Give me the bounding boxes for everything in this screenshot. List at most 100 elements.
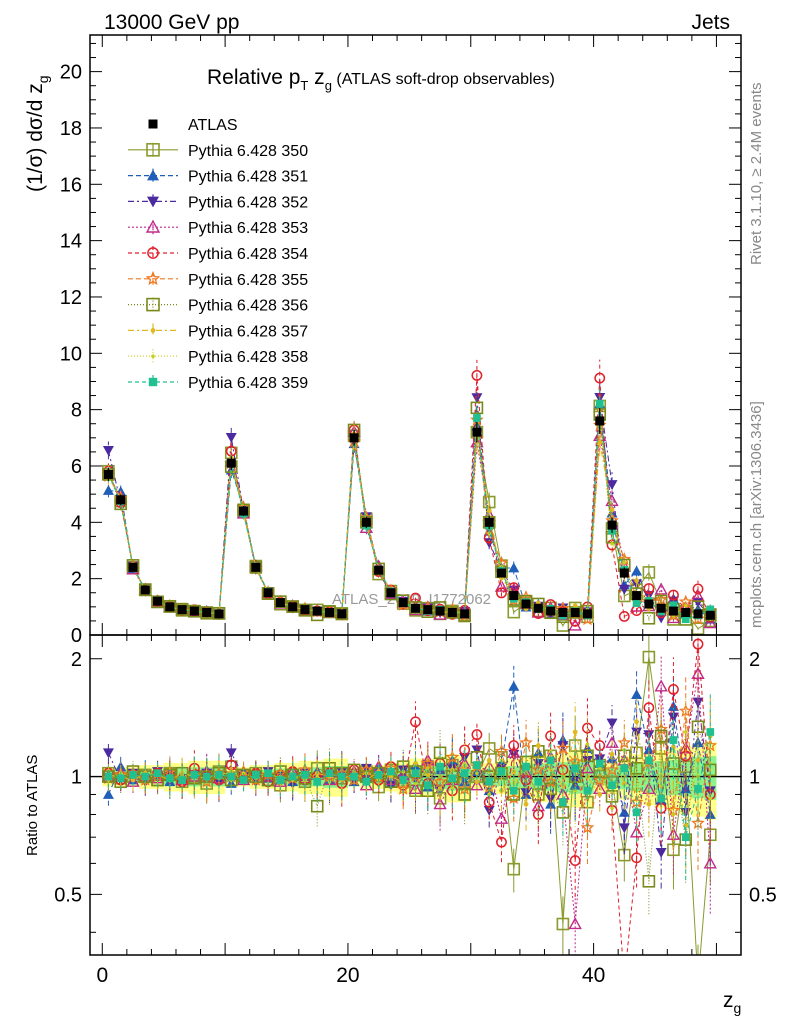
y-tick-label: 8 <box>71 400 82 422</box>
legend-item: Pythia 6.428 356 <box>128 297 308 315</box>
x-axis-label: zg <box>723 989 741 1016</box>
title-sub-g: g <box>325 78 332 93</box>
series-8-ratio-point <box>585 742 590 746</box>
series-0-ratio-point <box>642 650 656 664</box>
series-2-point <box>225 432 237 443</box>
series-2-point <box>606 480 618 490</box>
series-6-ratio-point <box>642 874 656 888</box>
series-6-ratio-point <box>310 799 324 813</box>
data-point <box>558 607 568 617</box>
series-7-point <box>597 439 603 445</box>
series-9-ratio-point <box>178 776 186 784</box>
series-9-ratio-point <box>657 794 666 803</box>
data-point <box>275 598 285 608</box>
legend-marker <box>146 297 160 312</box>
series-1-ratio-point <box>631 689 643 699</box>
y-tick-label: 14 <box>60 231 82 253</box>
series-7-ratio-point <box>437 786 443 792</box>
series-9-ratio-point <box>350 772 358 781</box>
series-5-ratio-point <box>556 741 570 755</box>
series-9-ratio-point <box>129 771 137 779</box>
series-9-ratio-point <box>337 772 346 781</box>
series-6-ratio-point <box>654 729 668 743</box>
series-8-ratio-point <box>708 796 713 801</box>
series-6-point <box>642 611 656 625</box>
series-1-ratio-point <box>692 737 704 748</box>
legend-label: Pythia 6.428 356 <box>188 298 308 315</box>
data-point <box>288 602 298 612</box>
series-9-ratio-point <box>595 759 604 768</box>
series-6-point <box>249 561 263 574</box>
series-2-ratio-point <box>606 718 618 729</box>
ratio-tick-label: 2 <box>71 649 82 671</box>
legend-marker <box>148 377 158 387</box>
series-4-point <box>668 589 679 601</box>
data-point <box>595 416 605 426</box>
data-point <box>226 458 236 468</box>
series-9-ratio-point <box>276 776 285 784</box>
legend-marker <box>151 354 155 359</box>
legend-label: Pythia 6.428 350 <box>188 143 308 160</box>
series-9-ratio-point <box>141 772 150 781</box>
series-9-ratio-point <box>411 769 420 778</box>
series-8-ratio-point <box>315 774 320 779</box>
series-5-ratio-point <box>506 791 521 805</box>
series-8-ratio-point <box>683 730 688 734</box>
data-point <box>337 609 347 619</box>
y-tick-label: 16 <box>60 174 82 196</box>
series-9-ratio-point <box>473 761 481 769</box>
series-4-line <box>107 375 711 622</box>
series-7-ratio-point <box>425 772 431 778</box>
series-7-ratio-point <box>609 751 615 757</box>
series-8-point <box>487 531 491 536</box>
series-9-ratio-point <box>522 762 530 771</box>
legend-label: Pythia 6.428 352 <box>188 194 308 211</box>
legend-item: ATLAS <box>148 117 238 134</box>
series-9-ratio-point <box>215 771 223 779</box>
series-9-ratio-point <box>190 771 199 779</box>
series-2-point <box>471 393 483 404</box>
side-label-mcplots: mcplots.cern.ch [arXiv:1306.3436] <box>748 401 765 628</box>
data-series <box>103 408 715 620</box>
series-6-point <box>286 600 299 613</box>
series-7-ratio-point <box>572 729 578 735</box>
data-point <box>656 603 666 613</box>
series-6-ratio-point <box>630 761 643 775</box>
series-9-ratio-point <box>387 767 395 776</box>
series-4-point <box>643 583 655 594</box>
legend-item: Pythia 6.428 357 <box>128 323 308 340</box>
series-9-ratio-point <box>436 762 444 771</box>
series-0-ratio-point <box>693 976 704 987</box>
series-4-ratio-point <box>508 740 520 752</box>
y-tick-label: 2 <box>71 569 82 591</box>
series-5-ratio-point <box>519 735 533 749</box>
series-0-ratio-point <box>507 862 521 876</box>
series-1-point <box>508 562 520 573</box>
data-point <box>607 520 617 530</box>
title-part-1: Relative p <box>207 66 300 89</box>
data-point <box>693 609 703 619</box>
series-9-ratio-point <box>694 785 702 793</box>
series-9-ratio-point <box>608 781 616 790</box>
series-8-ratio-point <box>462 761 467 766</box>
series-4-point <box>692 583 704 595</box>
data-point <box>116 495 126 505</box>
series-7-point <box>486 508 492 514</box>
series-layer <box>101 359 718 987</box>
title-part-2: z <box>308 66 324 89</box>
series-9-ratio <box>104 693 715 881</box>
series-1-ratio-point <box>102 788 114 799</box>
x-axis-label-main: z <box>723 989 734 1012</box>
series-9-ratio-point <box>239 776 248 784</box>
series-4-point <box>471 369 483 381</box>
ratio-tick-label: 1 <box>71 767 82 789</box>
series-6-point <box>151 595 164 609</box>
series-8-point <box>610 542 614 546</box>
data-point <box>140 585 150 595</box>
chart-title: Relative pT zg (ATLAS soft-drop observab… <box>207 66 555 93</box>
series-9-ratio-point <box>374 771 383 779</box>
series-4-ratio-point <box>631 852 643 864</box>
series-1-point <box>631 565 643 576</box>
series-9-point <box>473 414 481 422</box>
data-point <box>509 591 519 601</box>
